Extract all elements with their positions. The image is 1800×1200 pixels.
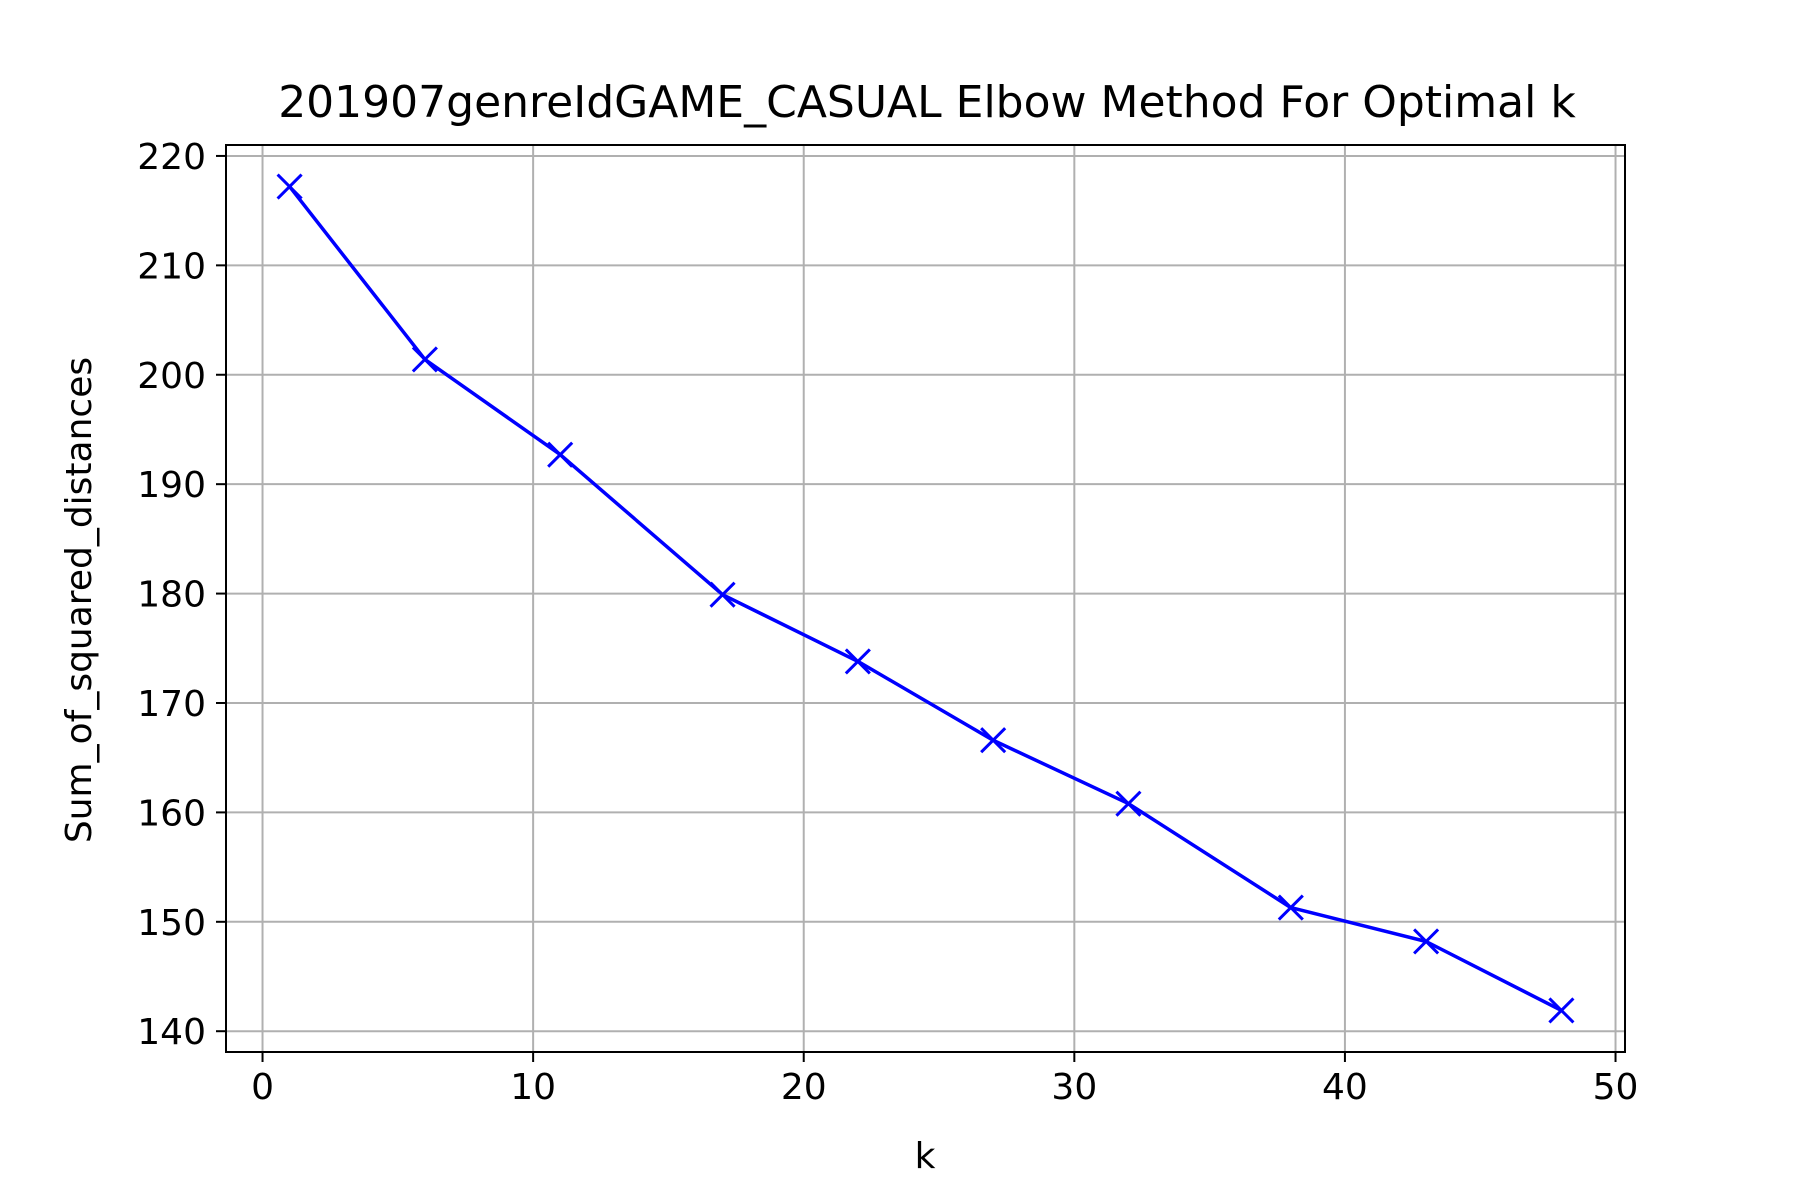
y-tick-label: 180	[137, 575, 206, 616]
x-tick-label: 20	[781, 1067, 827, 1108]
series-line	[288, 185, 1563, 1012]
y-tick-label: 200	[137, 356, 206, 397]
y-tick-label: 170	[137, 684, 206, 725]
data-point-marker	[844, 648, 871, 675]
data-point-marker	[547, 441, 574, 468]
x-tick-label: 40	[1322, 1067, 1368, 1108]
plot-frame	[225, 144, 1626, 1053]
data-point-marker	[709, 581, 736, 608]
y-tick-label: 210	[137, 246, 206, 287]
data-point-marker	[411, 346, 438, 373]
x-tick-label: 30	[1051, 1067, 1097, 1108]
data-point-marker	[276, 173, 303, 200]
chart-title: 201907genreIdGAME_CASUAL Elbow Method Fo…	[278, 77, 1576, 128]
x-axis-label: k	[915, 1136, 936, 1177]
data-point-marker	[1413, 928, 1440, 955]
y-axis: 140 150 160 170 180 190 200 210 220	[137, 137, 226, 1053]
x-tick-label: 10	[510, 1067, 556, 1108]
x-axis: 0 10 20 30 40 50	[251, 1052, 1638, 1108]
grid-lines	[226, 145, 1625, 1052]
y-tick-label: 160	[137, 793, 206, 834]
y-tick-label: 190	[137, 465, 206, 506]
y-axis-label: Sum_of_squared_distances	[59, 357, 100, 843]
data-point-marker	[1115, 790, 1142, 817]
x-tick-label: 0	[251, 1067, 274, 1108]
data-point-marker	[980, 727, 1007, 754]
y-tick-label: 220	[137, 137, 206, 178]
series-layer	[276, 173, 1575, 1024]
data-point-marker	[1548, 997, 1575, 1024]
data-point-marker	[1277, 894, 1304, 921]
x-tick-label: 50	[1593, 1067, 1639, 1108]
y-tick-label: 150	[137, 903, 206, 944]
y-tick-label: 140	[137, 1012, 206, 1053]
